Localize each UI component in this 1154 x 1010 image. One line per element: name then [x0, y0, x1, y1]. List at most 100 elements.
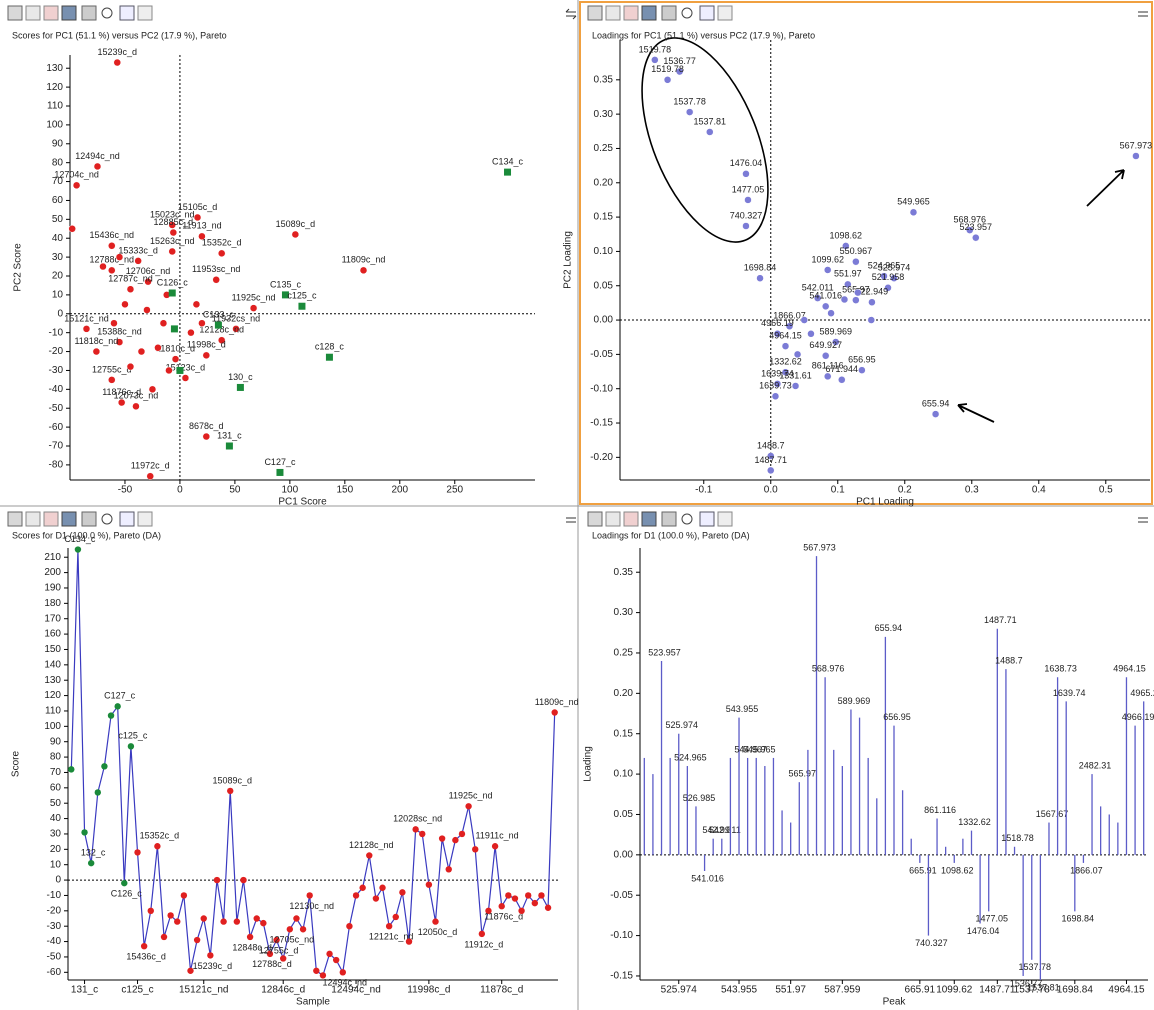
point	[114, 703, 121, 710]
point	[280, 955, 287, 962]
list-button[interactable]	[717, 5, 733, 21]
home-button[interactable]	[7, 511, 23, 527]
x-axis-label: Sample	[296, 997, 330, 1008]
y-tick-label: 110	[45, 706, 61, 717]
x-tick-label: 200	[391, 485, 408, 496]
point	[249, 304, 258, 312]
zoom-button[interactable]	[681, 7, 693, 19]
x-tick-label: 0.2	[898, 485, 912, 496]
point-label: C133_c	[203, 309, 235, 319]
point-label: 12706c_nd	[126, 266, 171, 276]
point	[854, 288, 862, 297]
point	[531, 899, 539, 907]
y-tick-label: -20	[47, 905, 62, 916]
point	[785, 322, 794, 330]
point	[144, 277, 152, 286]
select-button[interactable]	[623, 5, 639, 21]
panel-link-icon[interactable]	[1138, 11, 1148, 17]
delete-button[interactable]	[81, 511, 97, 527]
point	[180, 892, 188, 899]
point-label: 1639.74	[1053, 688, 1086, 698]
point	[491, 843, 499, 850]
pan-button[interactable]	[605, 5, 621, 21]
point-label: 12050c_d	[418, 927, 458, 937]
point-label: 15388c_nd	[97, 326, 142, 336]
point-label: 589.969	[819, 326, 852, 336]
point	[452, 836, 459, 844]
label-button[interactable]	[641, 511, 657, 527]
home-button[interactable]	[7, 5, 23, 21]
select-button[interactable]	[43, 5, 59, 21]
list-button[interactable]	[717, 511, 733, 527]
y-tick-label: -0.10	[610, 930, 633, 941]
y-tick-label: 120	[44, 690, 61, 701]
point	[260, 919, 267, 927]
point-label: 12705c_nd	[270, 935, 315, 945]
point-label: 656.95	[883, 712, 911, 722]
table-button[interactable]	[699, 5, 715, 21]
pan-button[interactable]	[25, 511, 41, 527]
panel-link-icon[interactable]	[565, 8, 577, 20]
zoom-button[interactable]	[101, 513, 113, 525]
delete-button[interactable]	[661, 5, 677, 21]
x-tick-label: 1487.71	[979, 985, 1016, 996]
pan-button[interactable]	[605, 511, 621, 527]
point	[458, 830, 466, 838]
delete-button[interactable]	[661, 511, 677, 527]
point	[101, 763, 108, 770]
list-button[interactable]	[137, 5, 153, 21]
delete-button[interactable]	[81, 5, 97, 21]
toolbar	[587, 511, 733, 527]
pan-button[interactable]	[25, 5, 41, 21]
point	[890, 274, 898, 282]
point-label: 15352c_d	[202, 238, 242, 248]
y-tick-label: 40	[52, 233, 64, 244]
y-tick-label: -40	[49, 384, 64, 395]
y-tick-label: 0.30	[594, 109, 614, 120]
table-button[interactable]	[119, 511, 135, 527]
y-tick-label: 20	[52, 271, 64, 282]
list-button[interactable]	[137, 511, 153, 527]
point	[742, 170, 750, 178]
point	[168, 247, 176, 256]
point	[352, 892, 360, 899]
point	[379, 884, 386, 891]
point-label: 15123c_d	[166, 362, 206, 372]
x-tick-label: 4964.15	[1108, 985, 1145, 996]
y-tick-label: 130	[44, 675, 61, 686]
select-button[interactable]	[43, 511, 59, 527]
point	[127, 743, 135, 750]
label-button[interactable]	[61, 5, 77, 21]
table-button[interactable]	[119, 5, 135, 21]
x-tick-label: 15121c_nd	[179, 985, 229, 996]
point	[498, 903, 505, 910]
point	[842, 242, 850, 250]
label-button[interactable]	[641, 5, 657, 21]
select-button[interactable]	[623, 511, 639, 527]
x-tick-label: 11998c_d	[407, 985, 450, 996]
point-label: 1332.62	[958, 817, 991, 827]
label-button[interactable]	[61, 511, 77, 527]
zoom-button[interactable]	[681, 513, 693, 525]
point-label: 15239c_d	[193, 961, 233, 971]
y-tick-label: 210	[44, 552, 61, 563]
point	[767, 452, 775, 460]
y-tick-label: 0.35	[614, 567, 634, 578]
panel-link-icon[interactable]	[566, 517, 576, 523]
y-tick-label: 0.20	[594, 177, 614, 188]
point-label: 11925c_nd	[232, 292, 276, 302]
y-tick-label: 0.05	[594, 280, 614, 291]
point	[169, 228, 178, 237]
y-tick-label: 0.00	[614, 849, 634, 860]
point	[207, 952, 214, 959]
point-label: 4965.22	[1130, 688, 1154, 698]
table-button[interactable]	[699, 511, 715, 527]
point-label: 8678c_d	[189, 421, 224, 431]
home-button[interactable]	[587, 5, 603, 21]
panel-link-icon[interactable]	[1138, 517, 1148, 523]
point	[299, 926, 307, 933]
home-button[interactable]	[587, 511, 603, 527]
zoom-button[interactable]	[101, 7, 113, 19]
point-label: 1332.62	[769, 357, 802, 367]
point-label: 525.974	[878, 263, 911, 273]
